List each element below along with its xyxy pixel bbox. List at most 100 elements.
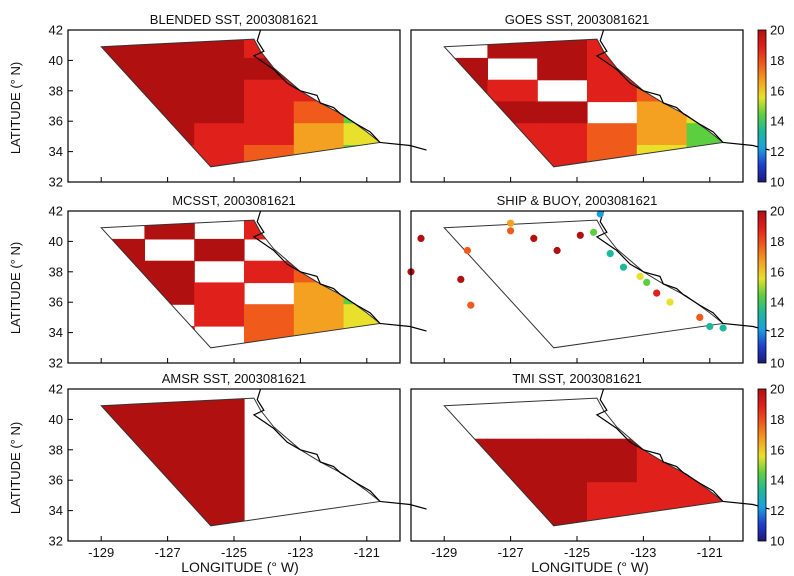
- sst-cell: [244, 79, 295, 103]
- sst-cell: [194, 282, 245, 305]
- colorbar-3: 10 12 14 16 18 20: [757, 382, 784, 549]
- colorbar-tick-label: 16: [770, 442, 784, 457]
- sst-cell: [343, 57, 381, 81]
- y-tick-label: 32: [49, 534, 63, 549]
- y-tick-label: 40: [49, 234, 63, 249]
- colorbar-tick-label: 14: [770, 295, 784, 310]
- y-tick-label: 38: [49, 83, 63, 98]
- sst-cell: [587, 482, 638, 505]
- sst-cell: [636, 57, 688, 81]
- ship-buoy-point: [696, 313, 704, 321]
- panel-title: BLENDED SST, 2003081621: [150, 12, 318, 27]
- x-tick-label: -123: [287, 545, 313, 560]
- x-tick-label: -121: [697, 545, 723, 560]
- sst-cell: [343, 238, 381, 262]
- sst-cell: [293, 238, 345, 262]
- sst-cell: [537, 39, 588, 59]
- panel-title: SHIP & BUOY, 2003081621: [497, 193, 658, 208]
- ship-buoy-point: [619, 263, 628, 271]
- x-tick-label: -125: [221, 545, 247, 560]
- coastline: [252, 29, 427, 151]
- ship-buoy-point: [417, 234, 425, 242]
- ship-buoy-point: [463, 246, 471, 255]
- colorbar-tick-label: 10: [770, 175, 784, 190]
- colorbar-tick-label: 12: [770, 325, 784, 340]
- sst-cell: [686, 438, 724, 462]
- sst-cell: [194, 504, 245, 526]
- ship-buoy-point: [606, 250, 614, 258]
- sst-cell: [293, 57, 345, 81]
- ship-buoy-point: [666, 298, 674, 306]
- sst-cell: [587, 57, 638, 81]
- sst-cell: [144, 79, 195, 103]
- colorbar-1: 10 12 14 16 18 20: [757, 23, 784, 190]
- sst-cell: [101, 79, 145, 103]
- y-tick-label: 32: [49, 356, 63, 371]
- ship-buoy-point: [719, 324, 727, 332]
- sst-cell: [144, 145, 195, 167]
- sst-cell: [587, 79, 638, 103]
- x-axis-label-right: LONGITUDE (° W): [531, 559, 649, 575]
- panel-title: TMI SST, 2003081621: [512, 371, 641, 386]
- sst-cell: [144, 282, 195, 305]
- sst-cell: [101, 304, 145, 327]
- x-tick-label: -127: [155, 545, 181, 560]
- sst-cell: [194, 145, 245, 167]
- colorbar-tick-label: 10: [770, 534, 784, 549]
- sst-cell: [101, 482, 145, 505]
- colorbar-tick-label: 14: [770, 473, 784, 488]
- coastline: [595, 388, 770, 510]
- ship-buoy-point: [507, 227, 515, 235]
- colorbar-scale: [757, 210, 767, 364]
- panel-title: GOES SST, 2003081621: [505, 12, 650, 27]
- ship-buoy-point: [553, 246, 561, 255]
- x-tick-label: -129: [431, 545, 457, 560]
- sst-cell: [444, 123, 488, 146]
- sst-cell: [144, 101, 195, 124]
- coastline: [595, 210, 770, 332]
- colorbar-tick-label: 16: [770, 83, 784, 98]
- sst-cell: [537, 123, 588, 146]
- x-axis-label: LONGITUDE (° W): [181, 559, 299, 575]
- sst-cell: [537, 101, 588, 124]
- panel-3: MCSST, 2003081621 32 34 36 38 40 42: [49, 193, 427, 371]
- sst-cell: [144, 416, 195, 440]
- sst-cell: [343, 220, 381, 240]
- panel-6: TMI SST, 2003081621 -129 -127 -125 -123 -121: [410, 371, 770, 560]
- y-tick-label: 40: [49, 53, 63, 68]
- sst-cell: [487, 460, 538, 483]
- sst-cell: [194, 438, 245, 462]
- sst-cell: [101, 145, 145, 167]
- y-tick-label: 40: [49, 412, 63, 427]
- ship-buoy-point: [576, 231, 584, 239]
- coastline: [252, 210, 427, 332]
- sst-cell: [101, 460, 145, 483]
- sst-cell: [144, 260, 195, 284]
- panel-2: GOES SST, 2003081621: [410, 12, 770, 183]
- x-tick-label: -127: [498, 545, 524, 560]
- y-tick-label: 38: [49, 442, 63, 457]
- sst-cell: [343, 326, 381, 348]
- sst-cell: [194, 482, 245, 505]
- y-tick-label: 34: [49, 325, 63, 340]
- sst-cell: [293, 101, 345, 124]
- colorbar-tick-label: 20: [770, 204, 784, 219]
- y-tick-label: 42: [49, 382, 63, 397]
- ship-buoy-point: [706, 322, 714, 331]
- colorbar-scale: [757, 29, 767, 183]
- sst-cell: [343, 304, 381, 327]
- sst-cell: [636, 123, 688, 146]
- colorbar-2: 10 12 14 16 18 20: [757, 204, 784, 371]
- sst-field: [444, 438, 724, 526]
- sst-cell: [293, 304, 345, 327]
- y-tick-label: 42: [49, 23, 63, 38]
- sst-cell: [101, 123, 145, 146]
- y-tick-label: 36: [49, 114, 63, 129]
- ship-buoy-point: [457, 275, 465, 283]
- sst-cell: [194, 304, 245, 327]
- y-axis-label-row-1: LATITUDE (° N): [8, 62, 23, 154]
- sst-cell: [101, 438, 145, 462]
- sst-cell: [244, 260, 295, 284]
- sst-cell: [686, 39, 724, 59]
